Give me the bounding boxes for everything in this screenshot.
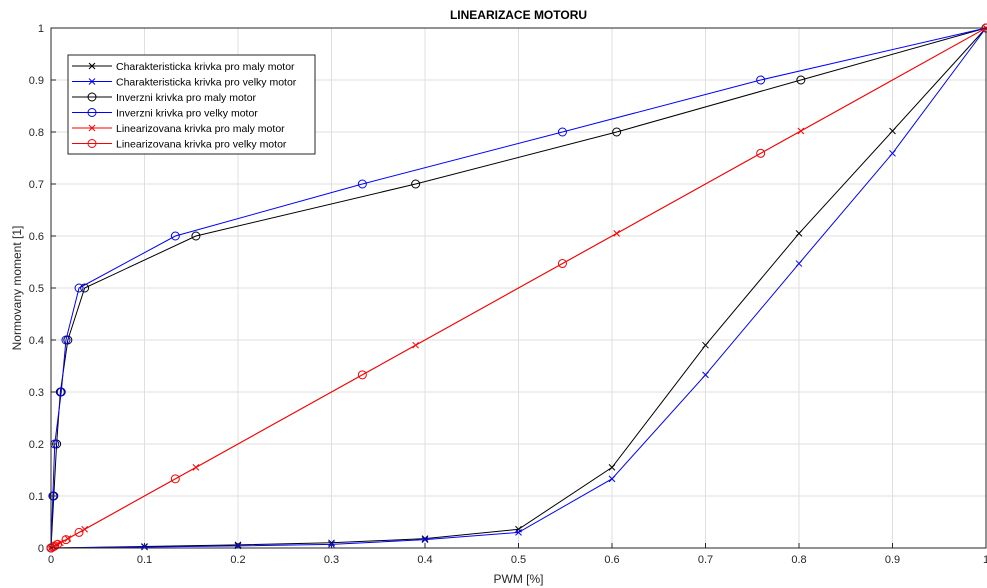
circle-data-point (56, 387, 66, 397)
cross-data-point (795, 260, 803, 267)
legend-label: Charakteristicka krivka pro velky motor (116, 77, 297, 89)
cross-data-point (421, 536, 429, 544)
x-tick-label: 0 (48, 554, 54, 566)
circle-data-point (48, 542, 58, 552)
x-tick-label: 0.3 (324, 554, 339, 566)
series-line (50, 27, 987, 549)
x-tick-label: 0.4 (417, 554, 432, 566)
circle-data-point (612, 127, 622, 137)
circle-data-point (796, 75, 806, 85)
cross-data-point (608, 464, 616, 471)
cross-data-point (889, 149, 896, 157)
y-tick-label: 1 (38, 23, 44, 35)
y-tick-label: 0.1 (29, 491, 44, 503)
legend-label: Linearizovana krivka pro maly motor (116, 123, 285, 135)
plot-series (46, 23, 987, 553)
circle-data-point (74, 283, 84, 293)
cross-data-point (608, 475, 616, 483)
circle-data-point (170, 474, 180, 484)
x-axis-label: PWM [%] (494, 572, 544, 586)
circle-data-point (411, 179, 421, 189)
x-tick-label: 0.9 (885, 554, 900, 566)
legend-cross-marker (88, 62, 96, 70)
circle-data-point (756, 148, 766, 158)
circle-data-point (74, 527, 84, 537)
cross-data-point (515, 529, 522, 536)
chart-title: LINEARIZACE MOTORU (450, 8, 587, 22)
legend-cross-marker (88, 124, 96, 132)
legend-cross-marker (88, 78, 96, 85)
x-tick-label: 0.7 (698, 554, 713, 566)
legend-item: Linearizovana krivka pro velky motor (72, 139, 287, 151)
x-tick-label: 0.6 (604, 554, 619, 566)
legend-label: Linearizovana krivka pro velky motor (116, 139, 287, 151)
legend-item: Inverzni krivka pro velky motor (72, 108, 258, 120)
legend-label: Inverzni krivka pro velky motor (116, 108, 258, 120)
circle-data-point (557, 259, 567, 269)
legend-label: Inverzni krivka pro maly motor (116, 92, 257, 104)
y-tick-label: 0.2 (29, 439, 44, 451)
circle-data-point (48, 491, 58, 501)
cross-data-point (795, 230, 803, 237)
y-tick-label: 0.8 (29, 127, 44, 139)
circle-data-point (557, 127, 567, 137)
circle-data-point (357, 179, 367, 189)
y-tick-label: 0 (38, 543, 44, 555)
circle-data-point (170, 231, 180, 241)
cross-data-point (421, 535, 429, 542)
circle-data-point (756, 75, 766, 85)
x-tick-label: 1 (983, 554, 987, 566)
x-tick-label: 0.1 (137, 554, 152, 566)
y-tick-label: 0.5 (29, 283, 44, 295)
y-tick-label: 0.7 (29, 179, 44, 191)
series-line (50, 27, 987, 549)
legend: Charakteristicka krivka pro maly motor Ch… (67, 54, 316, 155)
x-tick-label: 0.2 (230, 554, 245, 566)
legend-circle-marker (87, 108, 97, 117)
y-axis-label: Normovany moment [1] (10, 226, 24, 351)
y-tick-label: 0.6 (29, 231, 44, 243)
circle-data-point (61, 535, 71, 545)
x-tick-label: 0.8 (791, 554, 806, 566)
circle-data-point (191, 231, 201, 241)
circle-data-point (357, 370, 367, 380)
axis-ticks: 0 0.1 0.2 0.3 0.4 0.5 0.6 0.7 0.8 0.9 1 0 0.1 0.2 0.3 0… (29, 23, 987, 566)
legend-item: Charakteristicka krivka pro maly motor (72, 61, 295, 73)
circle-data-point (80, 283, 90, 293)
legend-circle-marker (87, 139, 97, 148)
legend-box (67, 54, 316, 155)
x-tick-label: 0.5 (511, 554, 526, 566)
cross-data-point (702, 341, 709, 349)
legend-item: Charakteristicka krivka pro velky motor (72, 77, 297, 89)
y-tick-label: 0.4 (29, 335, 44, 347)
cross-data-point (702, 371, 709, 379)
legend-label: Charakteristicka krivka pro maly motor (116, 61, 295, 73)
y-tick-label: 0.3 (29, 387, 44, 399)
legend-item: Inverzni krivka pro maly motor (72, 92, 257, 104)
circle-data-point (61, 335, 71, 345)
cross-data-point (889, 127, 896, 135)
legend-circle-marker (87, 92, 97, 102)
y-tick-label: 0.9 (29, 75, 44, 87)
legend-item: Linearizovana krivka pro maly motor (72, 123, 285, 135)
